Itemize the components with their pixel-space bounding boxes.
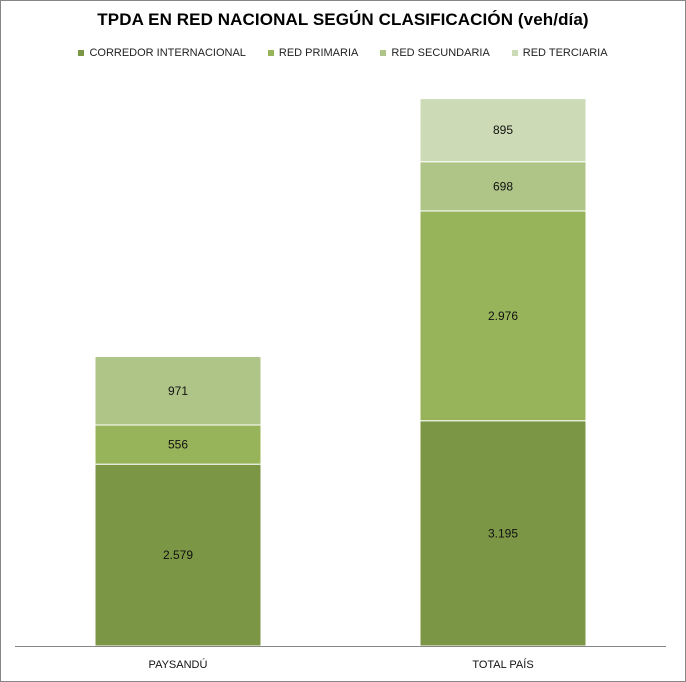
legend-label: RED TERCIARIA [522, 47, 608, 59]
legend-label: CORREDOR INTERNACIONAL [89, 47, 246, 59]
chart-title: TPDA EN RED NACIONAL SEGÚN CLASIFICACIÓN… [97, 10, 589, 29]
bar-segment [419, 420, 587, 647]
legend-swatch [511, 50, 518, 56]
bar-segment [419, 98, 587, 163]
x-tick-label: PAYSANDÚ [149, 658, 208, 671]
bar-segment [94, 356, 262, 426]
data-label: 698 [493, 179, 513, 193]
data-label: 556 [168, 438, 188, 452]
x-tick-label: TOTAL PAÍS [472, 658, 533, 671]
data-label: 2.976 [488, 309, 518, 323]
data-label: 971 [168, 384, 188, 398]
legend-item-terciaria: RED TERCIARIA [511, 47, 608, 59]
bar-segment [94, 463, 262, 647]
bar-segment [419, 210, 587, 422]
legend-label: RED PRIMARIA [278, 47, 359, 59]
legend-item-corredor: CORREDOR INTERNACIONAL [78, 47, 246, 59]
legend-item-primaria: RED PRIMARIA [267, 47, 359, 59]
legend-item-secundaria: RED SECUNDARIA [380, 47, 490, 59]
legend-swatch [267, 50, 274, 56]
data-label: 2.579 [163, 548, 193, 562]
data-label: 895 [493, 123, 513, 137]
legend-swatch [78, 50, 85, 56]
legend-swatch [380, 50, 387, 56]
bar-segment [419, 161, 587, 212]
legend-label: RED SECUNDARIA [391, 47, 490, 59]
data-label: 3.195 [488, 526, 518, 540]
chart-legend: CORREDOR INTERNACIONAL RED PRIMARIA RED … [0, 47, 686, 59]
bar-segment [94, 424, 262, 465]
